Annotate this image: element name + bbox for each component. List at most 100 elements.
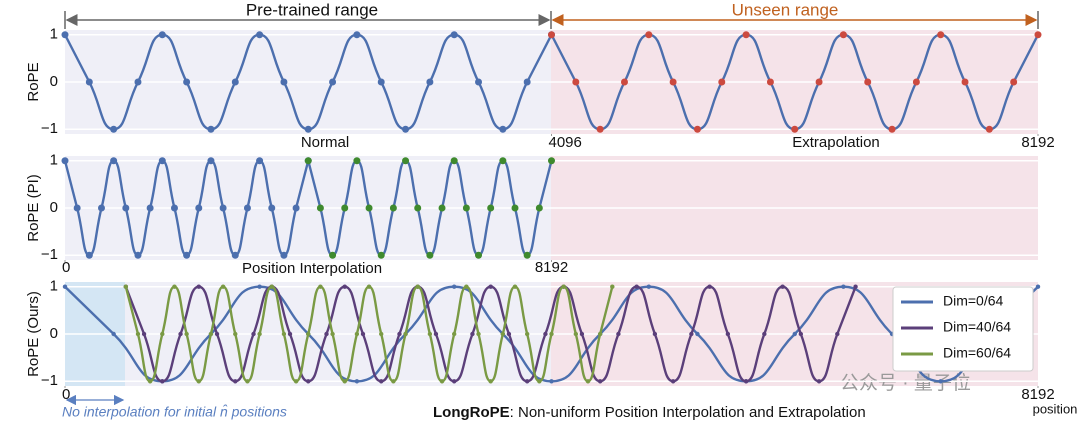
data-point <box>543 331 548 337</box>
data-point <box>306 331 311 337</box>
data-point <box>506 331 512 337</box>
y-tick-label: 0 <box>50 325 58 342</box>
panel-caption: Extrapolation <box>792 134 880 151</box>
data-point <box>61 31 69 39</box>
data-point <box>549 379 554 384</box>
data-point <box>835 331 840 337</box>
data-point <box>766 78 774 86</box>
data-point <box>961 78 969 86</box>
data-point <box>207 125 215 133</box>
data-point <box>426 251 434 259</box>
x-axis-title: position <box>1033 401 1078 416</box>
data-point <box>427 331 433 337</box>
data-point <box>354 331 360 337</box>
data-point <box>792 331 797 337</box>
data-point <box>762 331 767 337</box>
range-label: Pre-trained range <box>246 0 378 19</box>
data-point <box>379 379 384 384</box>
data-point <box>718 78 726 86</box>
panel-caption: Normal <box>301 134 349 151</box>
data-point <box>134 251 142 259</box>
data-point <box>379 331 384 337</box>
data-point <box>488 284 493 289</box>
data-point <box>377 251 385 259</box>
data-point <box>134 78 142 86</box>
data-point <box>365 204 373 212</box>
data-point <box>524 331 530 337</box>
data-point <box>233 379 238 384</box>
data-point <box>73 204 81 212</box>
y-tick-label: 1 <box>50 26 58 43</box>
legend <box>892 286 1034 372</box>
data-point <box>670 379 676 384</box>
data-point <box>610 284 615 289</box>
y-tick-label: −1 <box>41 120 58 137</box>
data-point <box>433 331 439 337</box>
data-point <box>245 379 250 384</box>
legend-label: Dim=60/64 <box>943 345 1011 361</box>
data-point <box>141 331 147 337</box>
data-point <box>280 251 288 259</box>
data-point <box>853 284 858 289</box>
data-point <box>535 204 543 212</box>
data-point <box>707 284 712 289</box>
data-point <box>158 157 166 165</box>
data-point <box>306 379 311 384</box>
data-point <box>523 78 531 86</box>
data-point <box>280 78 288 86</box>
data-point <box>243 204 251 212</box>
footnote: No interpolation for initial n̂ position… <box>62 403 287 419</box>
data-point <box>160 331 165 337</box>
data-point <box>572 78 580 86</box>
data-point <box>158 31 166 39</box>
data-point <box>330 331 335 337</box>
data-point <box>316 204 324 212</box>
data-point <box>287 331 293 337</box>
data-point <box>178 331 183 337</box>
data-point <box>452 284 457 289</box>
data-point <box>353 157 361 165</box>
data-point <box>402 125 410 133</box>
data-point <box>652 331 658 337</box>
data-point <box>207 157 215 165</box>
data-point <box>329 78 337 86</box>
data-point <box>304 125 312 133</box>
data-point <box>304 157 312 165</box>
data-point <box>500 331 506 337</box>
data-point <box>439 379 445 384</box>
data-point <box>487 204 495 212</box>
data-point <box>233 331 238 337</box>
y-tick-label: 1 <box>50 152 58 169</box>
x-tick-label: 4096 <box>549 134 582 151</box>
data-point <box>695 331 700 337</box>
data-point <box>645 31 653 39</box>
data-point <box>597 379 603 384</box>
data-point <box>61 157 69 165</box>
data-point <box>839 31 847 39</box>
data-point <box>689 331 694 337</box>
data-point <box>214 331 220 337</box>
data-point <box>329 251 337 259</box>
data-point <box>123 284 129 289</box>
data-point <box>646 284 651 289</box>
data-point <box>353 31 361 39</box>
data-point <box>184 331 189 337</box>
data-point <box>548 157 555 165</box>
data-point <box>841 284 846 289</box>
data-point <box>231 78 239 86</box>
data-point <box>426 78 434 86</box>
data-point <box>548 31 555 39</box>
data-point <box>985 125 993 133</box>
data-point <box>110 157 118 165</box>
data-point <box>324 331 329 337</box>
data-point <box>231 251 239 259</box>
data-point <box>912 78 920 86</box>
data-point <box>269 284 274 289</box>
y-tick-label: 0 <box>50 199 58 216</box>
data-point <box>146 204 154 212</box>
data-point <box>135 331 141 337</box>
data-point <box>524 379 530 384</box>
data-point <box>512 284 518 289</box>
x-tick-label: 8192 <box>1021 134 1054 151</box>
